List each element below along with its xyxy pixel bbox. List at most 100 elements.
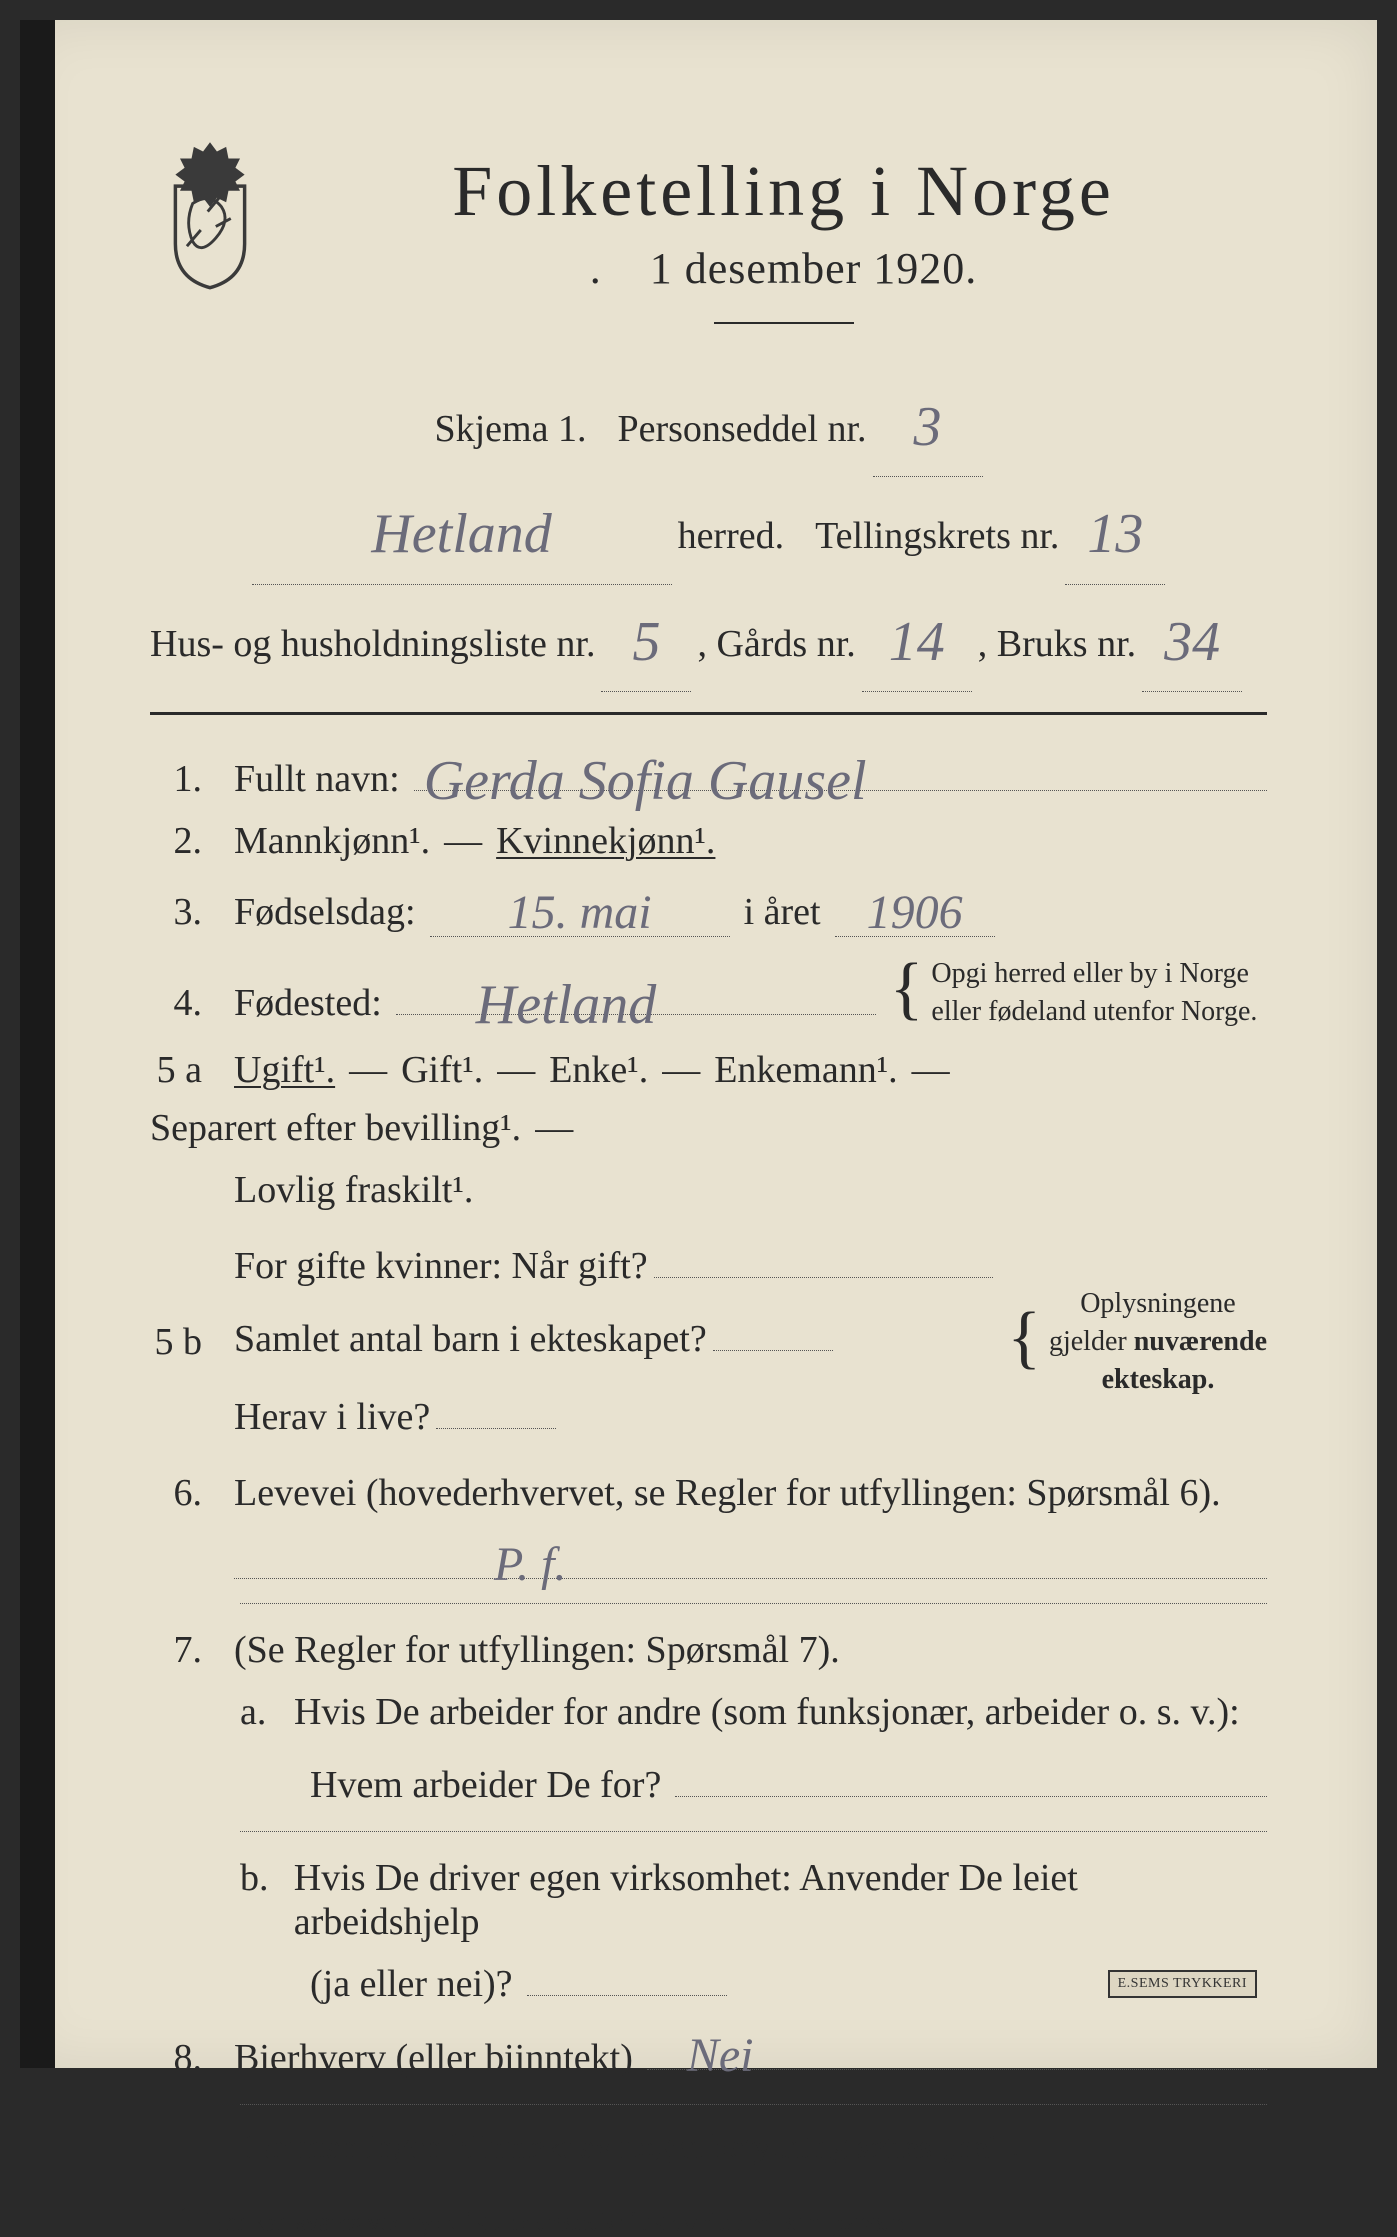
q5b-note-bold2: ekteskap. <box>1102 1364 1215 1395</box>
q5b-l1-field <box>654 1233 994 1279</box>
q8-row: 8. Bierhverv (eller biinntekt) Nei <box>150 2024 1267 2080</box>
q2-num: 2. <box>150 819 220 863</box>
q5b-num: 5 b <box>150 1320 220 1364</box>
q7a-text1: Hvis De arbeider for andre (som funksjon… <box>294 1690 1240 1734</box>
q5a-fraskilt: Lovlig fraskilt¹. <box>234 1168 473 1212</box>
q7-label: (Se Regler for utfyllingen: Spørsmål 7). <box>234 1628 840 1672</box>
q5a-row2: Lovlig fraskilt¹. <box>150 1168 1267 1212</box>
bruks-nr: 34 <box>1164 611 1220 673</box>
q5b-l2a-field <box>713 1350 833 1351</box>
q4-note-l1: Opgi herred eller by i Norge <box>931 955 1257 993</box>
q3-day: 15. mai <box>508 886 652 939</box>
scan-edge <box>20 20 55 2068</box>
q4-note: Opgi herred eller by i Norge eller fødel… <box>931 955 1257 1031</box>
census-form-page: Folketelling i Norge . 1 desember 1920. … <box>20 20 1377 2068</box>
q2-dash: — <box>444 819 482 863</box>
q6-label: Levevei (hovederhvervet, se Regler for u… <box>234 1471 1221 1515</box>
q6-field: P. f. <box>234 1533 1267 1579</box>
q5a-d5: — <box>535 1106 573 1150</box>
bruks-label: , Bruks nr. <box>978 608 1136 680</box>
q5b-l2b: Herav i live? <box>234 1381 430 1453</box>
q7a-letter: a. <box>240 1690 280 1734</box>
skjema-line: Skjema 1. Personseddel nr. 3 <box>150 370 1267 477</box>
q3-day-field: 15. mai <box>430 881 730 937</box>
q7a-field <box>675 1752 1267 1798</box>
q4-value: Hetland <box>476 973 656 1020</box>
subtitle-dot: . <box>590 244 602 293</box>
brace-icon: { <box>1007 1317 1041 1359</box>
q1-num: 1. <box>150 757 220 801</box>
tellingskrets-label: Tellingskrets nr. <box>815 500 1059 572</box>
q6-row: 6. Levevei (hovederhvervet, se Regler fo… <box>150 1471 1267 1515</box>
brace-icon: { <box>890 968 924 1010</box>
q6-value-row: P. f. <box>150 1533 1267 1579</box>
q5b-l1a: For gifte kvinner: Når gift? <box>234 1230 648 1302</box>
q5b-l2: Samlet antal barn i ekteskapet? Herav i … <box>234 1303 993 1453</box>
q8-label: Bierhverv (eller biinntekt) <box>234 2036 633 2080</box>
q7b-letter: b. <box>240 1856 280 1900</box>
q6-num: 6. <box>150 1471 220 1515</box>
q7b-field <box>527 1995 727 1996</box>
q2-mannkjonn: Mannkjønn¹. <box>234 819 430 863</box>
q5a-d3: — <box>662 1048 700 1092</box>
gards-field: 14 <box>862 585 972 692</box>
q4-num: 4. <box>150 981 220 1025</box>
q7b-text2: (ja eller nei)? <box>310 1962 513 2006</box>
q6-value: P. f. <box>494 1537 566 1584</box>
tellingskrets-field: 13 <box>1065 477 1165 584</box>
q3-mid: i året <box>744 890 821 934</box>
bruks-field: 34 <box>1142 585 1242 692</box>
husliste-field: 5 <box>601 585 691 692</box>
title-rule <box>714 322 854 324</box>
q7b-text1: Hvis De driver egen virksomhet: Anvender… <box>294 1856 1267 1944</box>
q8-underline <box>240 2104 1267 2105</box>
personseddel-label: Personseddel nr. <box>617 393 866 465</box>
q7-num: 7. <box>150 1628 220 1672</box>
q7b-l2: (ja eller nei)? <box>150 1962 1267 2006</box>
q5a-enke: Enke¹. <box>549 1048 648 1092</box>
subtitle-date: 1 desember 1920. <box>650 244 978 293</box>
q8-field: Nei <box>647 2024 1267 2070</box>
skjema-label: Skjema 1. <box>434 393 586 465</box>
q8-value: Nei <box>687 2028 754 2075</box>
footnote: 1 Her kan svares ved tydelig understrekn… <box>150 2204 1267 2237</box>
q7a-l1: a. Hvis De arbeider for andre (som funks… <box>150 1690 1267 1734</box>
husliste-line: Hus- og husholdningsliste nr. 5 , Gårds … <box>150 585 1267 692</box>
husliste-label: Hus- og husholdningsliste nr. <box>150 608 595 680</box>
q5b-row: 5 b For gifte kvinner: Når gift? Samlet … <box>150 1230 1267 1453</box>
q5a-d4: — <box>912 1048 950 1092</box>
section-rule <box>150 712 1267 715</box>
title-block: Folketelling i Norge . 1 desember 1920. <box>300 150 1267 360</box>
q3-row: 3. Fødselsdag: 15. mai i året 1906 <box>150 881 1267 937</box>
q7a-text2: Hvem arbeider De for? <box>310 1763 661 1807</box>
footnote-rule <box>150 2185 1267 2186</box>
q2-row: 2. Mannkjønn¹. — Kvinnekjønn¹. <box>150 819 1267 863</box>
herred-line: Hetland herred. Tellingskrets nr. 13 <box>150 477 1267 584</box>
q5b-l2b-field <box>436 1428 556 1429</box>
q6-underline2 <box>240 1603 1267 1604</box>
q1-row: 1. Fullt navn: Gerda Sofia Gausel <box>150 745 1267 801</box>
q1-field: Gerda Sofia Gausel <box>414 745 1267 791</box>
q5b-l1: For gifte kvinner: Når gift? <box>234 1230 993 1302</box>
q7-row: 7. (Se Regler for utfyllingen: Spørsmål … <box>150 1628 1267 1672</box>
q4-note-group: { Opgi herred eller by i Norge eller fød… <box>890 955 1258 1031</box>
q7a-underline <box>240 1831 1267 1832</box>
q4-label: Fødested: <box>234 981 382 1025</box>
herred-value: Hetland <box>371 503 551 565</box>
q5a-gift: Gift¹. <box>401 1048 483 1092</box>
printer-stamp: E.SEMS TRYKKERI <box>1108 1970 1257 1998</box>
q4-note-l2: eller fødeland utenfor Norge. <box>931 993 1257 1031</box>
q5b-note-bold: nuværende <box>1134 1326 1267 1357</box>
tail-note: Har man ingen biinntekt av nogen betydni… <box>240 2129 1020 2167</box>
main-title: Folketelling i Norge <box>300 150 1267 233</box>
q2-kvinnekjonn: Kvinnekjønn¹. <box>496 819 715 863</box>
q3-year-field: 1906 <box>835 881 995 937</box>
header: Folketelling i Norge . 1 desember 1920. <box>150 150 1267 360</box>
q3-year: 1906 <box>867 886 963 939</box>
gards-nr: 14 <box>889 611 945 673</box>
q5a-d2: — <box>497 1048 535 1092</box>
tail-note-row: Har man ingen biinntekt av nogen betydni… <box>150 2129 1267 2167</box>
q5b-l2a: Samlet antal barn i ekteskapet? <box>234 1303 707 1375</box>
q8-num: 8. <box>150 2036 220 2080</box>
q5b-note-l3wrap: ekteskap. <box>1049 1361 1267 1399</box>
